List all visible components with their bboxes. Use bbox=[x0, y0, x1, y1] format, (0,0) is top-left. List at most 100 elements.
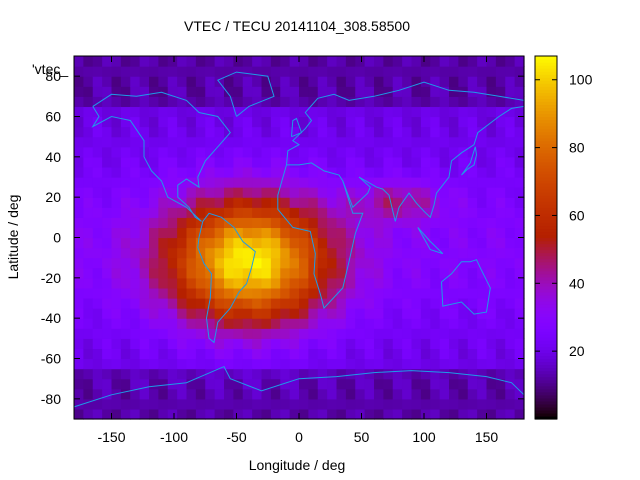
heatmap-cell bbox=[317, 257, 328, 269]
colorbar-segment bbox=[535, 288, 557, 293]
heatmap-cell bbox=[158, 328, 169, 339]
heatmap-cell bbox=[364, 267, 375, 279]
heatmap-cell bbox=[280, 257, 291, 269]
heatmap-cell bbox=[355, 66, 366, 77]
coastline bbox=[417, 227, 444, 255]
heatmap-cell bbox=[177, 338, 188, 350]
heatmap-cell bbox=[345, 177, 356, 188]
heatmap-cell bbox=[439, 56, 450, 67]
heatmap-cell bbox=[252, 287, 263, 299]
heatmap-cell bbox=[120, 358, 131, 370]
heatmap-cell bbox=[167, 318, 178, 329]
heatmap-cell bbox=[224, 348, 234, 360]
heatmap-cell bbox=[158, 56, 169, 67]
heatmap-cell bbox=[195, 287, 206, 299]
heatmap-cell bbox=[261, 96, 272, 108]
heatmap-cell bbox=[317, 106, 328, 118]
heatmap-cell bbox=[420, 338, 431, 350]
heatmap-cell bbox=[514, 76, 525, 87]
heatmap-cell bbox=[74, 267, 84, 279]
heatmap-cell bbox=[383, 177, 394, 188]
heatmap-cell bbox=[317, 237, 328, 249]
heatmap-cell bbox=[83, 76, 94, 87]
heatmap-cell bbox=[205, 348, 216, 360]
heatmap-cell bbox=[402, 166, 413, 178]
heatmap-cell bbox=[477, 56, 488, 67]
heatmap-cell bbox=[111, 86, 122, 97]
heatmap-cell bbox=[439, 257, 450, 269]
heatmap-cell bbox=[514, 298, 525, 309]
heatmap-cell bbox=[439, 187, 450, 198]
heatmap-cell bbox=[270, 277, 281, 289]
heatmap-cell bbox=[74, 126, 84, 138]
heatmap-cell bbox=[280, 156, 291, 168]
heatmap-cell bbox=[430, 96, 441, 108]
heatmap-cell bbox=[139, 136, 150, 148]
heatmap-cell bbox=[111, 287, 122, 299]
heatmap-cell bbox=[224, 136, 234, 148]
heatmap-cell bbox=[299, 166, 309, 178]
colorbar-segment bbox=[535, 225, 557, 230]
heatmap-cell bbox=[252, 368, 263, 380]
heatmap-cell bbox=[270, 126, 281, 138]
heatmap-cell bbox=[514, 378, 525, 390]
heatmap-cell bbox=[186, 328, 197, 339]
heatmap-cell bbox=[74, 378, 84, 390]
colorbar-segment bbox=[535, 346, 557, 351]
heatmap-cell bbox=[261, 277, 272, 289]
heatmap-cell bbox=[120, 308, 131, 319]
heatmap-cell bbox=[495, 156, 506, 168]
heatmap-cell bbox=[214, 76, 225, 87]
heatmap-cell bbox=[477, 358, 488, 370]
heatmap-cell bbox=[514, 177, 525, 188]
heatmap-cell bbox=[261, 56, 272, 67]
heatmap-cell bbox=[299, 56, 309, 67]
heatmap-cell bbox=[374, 76, 384, 87]
heatmap-cell bbox=[74, 318, 84, 329]
heatmap-cell bbox=[439, 66, 450, 77]
colorbar-segment bbox=[535, 80, 557, 84]
heatmap-cell bbox=[252, 146, 263, 158]
heatmap-cell bbox=[336, 56, 347, 67]
heatmap-cell bbox=[411, 348, 422, 360]
heatmap-cell bbox=[392, 338, 403, 350]
heatmap-cell bbox=[477, 217, 488, 229]
heatmap-cell bbox=[420, 116, 431, 128]
heatmap-cell bbox=[505, 136, 516, 148]
colorbar-segment bbox=[535, 385, 557, 390]
heatmap-cell bbox=[308, 177, 319, 188]
heatmap-cell bbox=[149, 66, 159, 77]
heatmap-cell bbox=[261, 156, 272, 168]
heatmap-cell bbox=[195, 146, 206, 158]
heatmap-cell bbox=[120, 247, 131, 259]
heatmap-cell bbox=[280, 267, 291, 279]
heatmap-cell bbox=[280, 388, 291, 400]
heatmap-cell bbox=[514, 237, 525, 249]
heatmap-cell bbox=[327, 267, 338, 279]
heatmap-cell bbox=[345, 398, 356, 410]
colorbar-segment bbox=[535, 337, 557, 341]
heatmap-cell bbox=[486, 86, 497, 97]
heatmap-cell bbox=[505, 328, 516, 339]
heatmap-cell bbox=[355, 126, 366, 138]
heatmap-cell bbox=[317, 318, 328, 329]
heatmap-cell bbox=[270, 388, 281, 400]
heatmap-cell bbox=[83, 227, 94, 239]
heatmap-cell bbox=[299, 96, 309, 108]
heatmap-cell bbox=[364, 318, 375, 329]
heatmap-cell bbox=[505, 146, 516, 158]
heatmap-cell bbox=[242, 348, 253, 360]
heatmap-cell bbox=[364, 146, 375, 158]
heatmap-cell bbox=[205, 86, 216, 97]
heatmap-cell bbox=[308, 116, 319, 128]
heatmap-cell bbox=[92, 378, 103, 390]
heatmap-cell bbox=[308, 76, 319, 87]
heatmap-cell bbox=[74, 237, 84, 249]
heatmap-cell bbox=[158, 166, 169, 178]
heatmap-cell bbox=[120, 318, 131, 329]
colorbar-segment bbox=[535, 358, 557, 363]
x-tick-label: 0 bbox=[295, 429, 303, 445]
heatmap-cell bbox=[430, 368, 441, 380]
heatmap-cell bbox=[261, 298, 272, 309]
heatmap-cell bbox=[364, 398, 375, 410]
